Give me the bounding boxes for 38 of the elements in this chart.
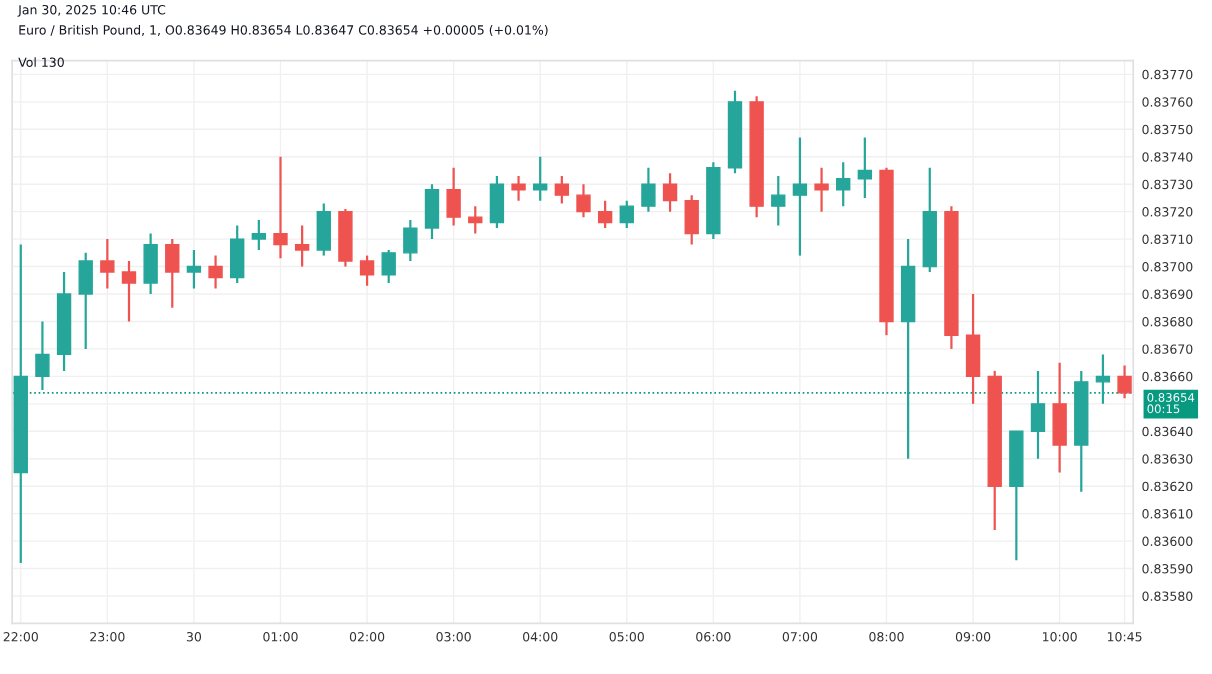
candlestick xyxy=(468,205,483,235)
candlestick xyxy=(78,251,93,351)
candlestick xyxy=(641,166,656,213)
candlestick xyxy=(208,254,223,290)
candlestick xyxy=(554,174,570,205)
candlestick xyxy=(1030,369,1046,460)
candlestick xyxy=(381,248,396,285)
candlestick xyxy=(857,136,873,200)
candlestick xyxy=(965,292,981,405)
candlestick xyxy=(792,136,808,257)
candlestick xyxy=(165,238,180,309)
candlestick xyxy=(100,238,115,290)
candlestick xyxy=(424,183,440,241)
candlestick xyxy=(619,199,634,230)
candlestick xyxy=(316,202,331,257)
candlestick xyxy=(143,232,158,296)
candlestick xyxy=(662,172,678,213)
candlestick xyxy=(1052,361,1067,474)
candlestick xyxy=(294,224,310,268)
candlestick xyxy=(684,194,699,246)
candlestick xyxy=(446,166,461,227)
candlestick xyxy=(273,155,288,260)
candlestick xyxy=(35,320,50,392)
candlestick xyxy=(1117,364,1132,400)
candlestick xyxy=(814,166,829,213)
candlestick xyxy=(251,218,267,252)
candlestick xyxy=(186,248,202,290)
candlestick xyxy=(836,161,851,208)
candlestick xyxy=(489,174,505,230)
candlestick xyxy=(597,199,613,230)
candlestick xyxy=(230,224,245,285)
candlestick xyxy=(771,174,786,227)
candlestick xyxy=(1095,353,1111,405)
candlestick xyxy=(576,183,591,219)
candlestick xyxy=(121,259,137,323)
candlestick xyxy=(359,254,375,287)
candlestick xyxy=(511,174,526,202)
candlestick xyxy=(403,218,418,263)
